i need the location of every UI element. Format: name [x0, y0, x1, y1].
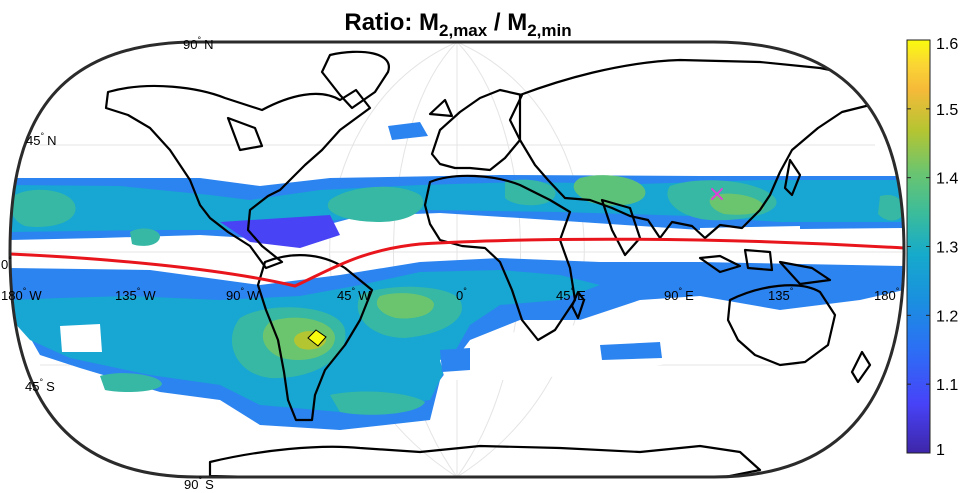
colorbar-tick-label: 1.4	[936, 171, 958, 188]
contour-patch-far-east	[878, 195, 904, 221]
colorbar-tick-label: 1.2	[936, 308, 958, 325]
contour-patch-s-ocean	[330, 391, 425, 415]
chart-title: Ratio: M2,max / M2,min	[344, 9, 571, 40]
contour-patch-central-asia	[573, 175, 646, 206]
contour-patch-atlantic-n	[327, 186, 424, 222]
lon-labels: 180° W 135° W 90° W 45° W 0° 45° E 90° E 135° …	[1, 286, 900, 303]
lon-label-90w: 90° W	[226, 286, 260, 303]
lat-labels: 90° N 45° N 0° 45° S 90° S	[1, 35, 214, 492]
colorbar-ticks: 1 1.1 1.2 1.3 1.4 1.5 1.6	[907, 36, 958, 459]
lat-label-90s: 90° S	[184, 475, 214, 492]
nodata-patch-australia-s	[780, 300, 904, 370]
colorbar-tick-label: 1.1	[936, 377, 958, 394]
colorbar-tick-label: 1.6	[936, 36, 958, 53]
colorbar-tick-label: 1.5	[936, 102, 958, 119]
colorbar: 1 1.1 1.2 1.3 1.4 1.5 1.6	[906, 36, 958, 459]
contour-band-north-dark	[220, 215, 340, 248]
contour-patch-arabia	[505, 179, 556, 206]
lon-label-45w: 45° W	[337, 286, 371, 303]
lat-label-45n: 45° N	[26, 131, 56, 148]
lon-label-180e: 180°	[874, 286, 900, 303]
contour-patch-s-pacific	[100, 373, 162, 392]
red-line	[10, 237, 904, 288]
lon-label-180w: 180° W	[1, 286, 42, 303]
colorbar-tick-label: 1.3	[936, 240, 958, 257]
contour-patch-pacific-n	[11, 189, 76, 228]
graticule	[10, 42, 904, 477]
lon-label-0: 0°	[456, 286, 467, 303]
coastlines	[104, 50, 882, 477]
nodata-patch-pacific-sw	[60, 324, 102, 352]
globe-frame	[8, 40, 906, 479]
lat-label-90n: 90° N	[183, 35, 213, 52]
lon-label-45e: 45° E	[556, 286, 586, 303]
nodata-patch-indian-s	[440, 320, 720, 380]
lon-label-135e: 135°	[768, 286, 794, 303]
map-area: ×	[10, 42, 904, 477]
lat-label-45s: 45° S	[25, 377, 55, 394]
contour-patch-china-inner	[709, 193, 765, 215]
contour-patch-indian-s	[600, 342, 662, 360]
cross-marker-icon: ×	[708, 182, 726, 207]
lat-label-0: 0°	[1, 255, 12, 272]
contour-peak-yellow	[307, 329, 327, 347]
contour-patch-indian-s2	[440, 348, 470, 372]
lon-label-90e: 90° E	[664, 286, 694, 303]
contour-patch-s-atlantic-inner	[376, 293, 434, 319]
lon-label-135w: 135° W	[115, 286, 156, 303]
nodata-patch-n-asia	[700, 226, 800, 236]
contour-patch-alaska	[388, 122, 428, 140]
colorbar-tick-label: 1	[936, 442, 945, 459]
contour-patch-pacific-n2	[130, 228, 160, 246]
